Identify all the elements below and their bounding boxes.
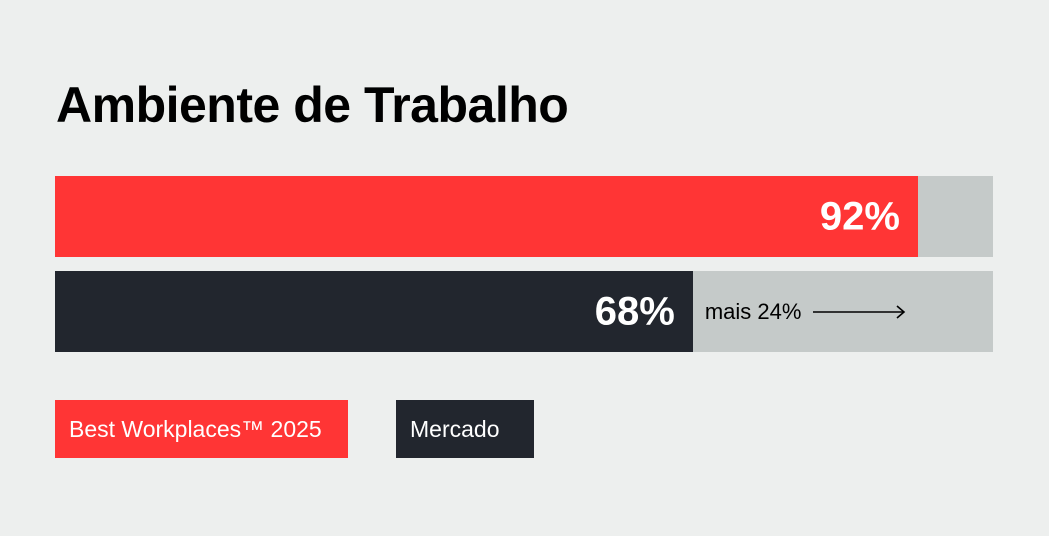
- legend-item-best-workplaces: Best Workplaces™ 2025: [55, 400, 348, 458]
- chart-title: Ambiente de Trabalho: [56, 77, 569, 133]
- legend-label-mercado: Mercado: [410, 415, 500, 442]
- bar-track-best-workplaces: 92%: [55, 176, 993, 257]
- difference-label: mais 24%: [704, 298, 802, 324]
- legend-item-mercado: Mercado: [396, 400, 534, 458]
- arrow-right-icon: [813, 304, 906, 319]
- bar-track-mercado: 68% mais 24%: [55, 271, 993, 352]
- bar-best-workplaces: 92%: [55, 176, 918, 257]
- difference-annotation: mais 24%: [705, 299, 908, 325]
- bar-mercado: 68%: [55, 271, 693, 352]
- bar-value-label-mercado: 68%: [594, 289, 675, 333]
- bar-value-label-best-workplaces: 92%: [819, 194, 900, 238]
- legend-label-best-workplaces: Best Workplaces™ 2025: [69, 415, 322, 442]
